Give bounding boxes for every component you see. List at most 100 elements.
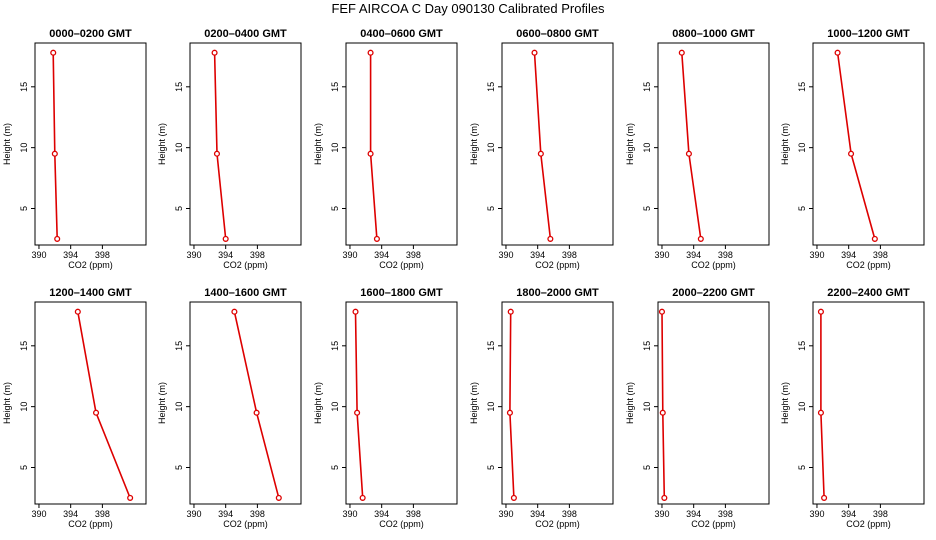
- panel-title: 0600–0800 GMT: [516, 28, 599, 40]
- y-tick-label: 15: [486, 341, 496, 351]
- y-tick-label: 5: [486, 206, 496, 211]
- plot-frame: [812, 301, 925, 505]
- data-point: [547, 235, 554, 242]
- y-tick-label: 10: [797, 402, 807, 412]
- y-axis-label: Height (m): [780, 382, 790, 424]
- plot-frame: [189, 42, 302, 246]
- y-tick-label: 10: [642, 143, 652, 153]
- y-tick-label: 10: [486, 143, 496, 153]
- x-tick-label: 394: [63, 509, 78, 519]
- x-axis-label: CO2 (ppm): [223, 519, 268, 529]
- x-tick-label: 390: [498, 250, 513, 260]
- y-tick-label: 15: [174, 82, 184, 92]
- panel-8: 1400–1600 GMT 390 394 398 5 10 15 CO2 (ppm) Heig…: [157, 287, 302, 529]
- profile-line: [533, 52, 552, 239]
- data-point: [354, 409, 361, 416]
- data-point: [50, 49, 57, 56]
- panel-title: 0000–0200 GMT: [49, 28, 132, 40]
- data-point: [367, 150, 374, 157]
- data-point: [373, 235, 380, 242]
- data-point: [367, 49, 374, 56]
- y-tick-label: 5: [797, 465, 807, 470]
- panel-title: 2000–2200 GMT: [672, 287, 755, 299]
- x-tick-label: 390: [654, 250, 669, 260]
- profile-line: [661, 311, 666, 498]
- panel-1: 0000–0200 GMT 390 394 398 5 10 15 CO2 (ppm) Heig…: [2, 28, 147, 270]
- y-tick-label: 10: [174, 143, 184, 153]
- x-axis-label: CO2 (ppm): [68, 260, 113, 270]
- data-point: [871, 235, 878, 242]
- x-tick-label: 394: [374, 509, 389, 519]
- panel-title: 1200–1400 GMT: [49, 287, 132, 299]
- y-tick-label: 5: [486, 465, 496, 470]
- panel-3: 0400–0600 GMT 390 394 398 5 10 15 CO2 (ppm) Heig…: [313, 28, 458, 270]
- data-point: [74, 308, 81, 315]
- y-axis-label: Height (m): [469, 123, 479, 165]
- plot-frame: [657, 42, 770, 246]
- y-tick-label: 5: [330, 206, 340, 211]
- profile-line: [233, 311, 280, 499]
- x-tick-label: 398: [873, 509, 888, 519]
- data-point: [661, 494, 668, 501]
- plot-frame: [345, 42, 458, 246]
- x-tick-label: 394: [63, 250, 78, 260]
- data-point: [359, 494, 366, 501]
- x-axis-label: CO2 (ppm): [223, 260, 268, 270]
- x-tick-label: 398: [718, 509, 733, 519]
- data-point: [127, 494, 134, 501]
- x-axis-label: CO2 (ppm): [846, 519, 891, 529]
- data-point: [93, 409, 100, 416]
- x-tick-label: 398: [562, 250, 577, 260]
- x-tick-label: 390: [31, 509, 46, 519]
- y-axis-label: Height (m): [157, 382, 167, 424]
- data-point: [697, 235, 704, 242]
- y-tick-label: 15: [797, 341, 807, 351]
- panel-11: 2000–2200 GMT 390 394 398 5 10 15 CO2 (ppm) Heig…: [625, 287, 770, 529]
- x-tick-label: 390: [186, 509, 201, 519]
- data-point: [510, 494, 517, 501]
- profile-line: [77, 311, 131, 499]
- profile-line: [369, 52, 378, 239]
- data-point: [506, 409, 513, 416]
- data-point: [848, 150, 855, 157]
- plot-frame: [189, 301, 302, 505]
- x-tick-label: 398: [406, 250, 421, 260]
- panel-7: 1200–1400 GMT 390 394 398 5 10 15 CO2 (ppm) Heig…: [2, 287, 147, 529]
- data-point: [817, 308, 824, 315]
- plot-frame: [501, 42, 614, 246]
- y-tick-label: 10: [19, 143, 29, 153]
- y-tick-label: 15: [19, 341, 29, 351]
- x-axis-label: CO2 (ppm): [535, 519, 580, 529]
- panel-title: 1400–1600 GMT: [204, 287, 287, 299]
- data-point: [537, 150, 544, 157]
- x-tick-label: 398: [95, 509, 110, 519]
- panel-title: 0400–0600 GMT: [360, 28, 443, 40]
- y-axis-label: Height (m): [313, 123, 323, 165]
- y-tick-label: 10: [797, 143, 807, 153]
- x-axis-label: CO2 (ppm): [846, 260, 891, 270]
- x-tick-label: 398: [250, 509, 265, 519]
- y-axis-label: Height (m): [157, 123, 167, 165]
- y-axis-label: Height (m): [2, 382, 12, 424]
- panel-title: 1000–1200 GMT: [827, 28, 910, 40]
- panel-10: 1800–2000 GMT 390 394 398 5 10 15 CO2 (ppm) Heig…: [469, 287, 614, 529]
- data-point: [821, 494, 828, 501]
- data-point: [834, 49, 841, 56]
- data-point: [54, 235, 61, 242]
- panel-4: 0600–0800 GMT 390 394 398 5 10 15 CO2 (ppm) Heig…: [469, 28, 614, 270]
- data-point: [222, 235, 229, 242]
- data-point: [659, 409, 666, 416]
- data-point: [658, 308, 666, 315]
- panel-2: 0200–0400 GMT 390 394 398 5 10 15 CO2 (ppm) Heig…: [157, 28, 302, 270]
- data-point: [352, 308, 359, 315]
- y-tick-label: 10: [174, 402, 184, 412]
- x-tick-label: 390: [809, 509, 824, 519]
- profile-line: [681, 52, 702, 240]
- x-tick-label: 394: [686, 509, 701, 519]
- plot-frame: [812, 42, 925, 246]
- y-tick-label: 10: [642, 402, 652, 412]
- y-tick-label: 10: [330, 143, 340, 153]
- x-tick-label: 398: [406, 509, 421, 519]
- x-axis-label: CO2 (ppm): [379, 260, 424, 270]
